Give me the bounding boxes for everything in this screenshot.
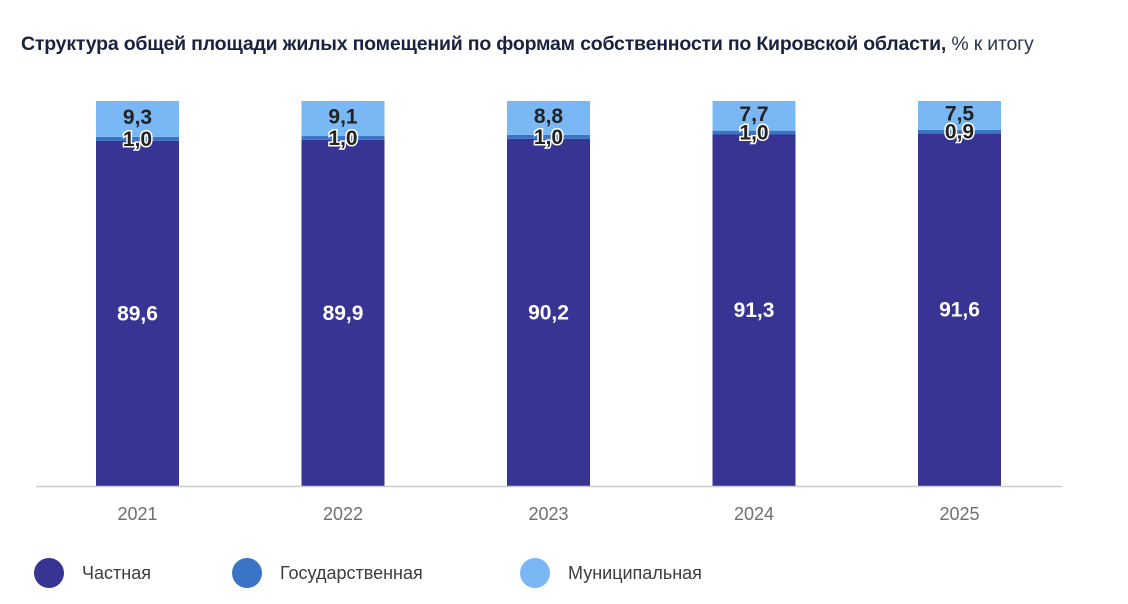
x-tick-label-2021: 2021 [117, 504, 157, 524]
bar-segment-municipal-2021 [96, 101, 179, 137]
bar-segment-state-2025 [918, 129, 1001, 134]
data-label-state-2023: 1,0 [534, 126, 563, 149]
bar-segment-municipal-2023 [507, 101, 590, 135]
legend-item-state: Государственная [232, 558, 423, 588]
data-label-private-2025: 91,6 [939, 299, 980, 322]
legend-swatch-state [232, 558, 262, 588]
bar-segment-private-2025 [918, 133, 1001, 486]
data-label-private-2022: 89,9 [323, 302, 364, 325]
chart-title: Структура общей площади жилых помещений … [21, 32, 1034, 56]
data-label-private-2021: 89,6 [117, 302, 158, 325]
data-label-state-2022: 1,0 [328, 127, 357, 150]
legend: Частная Государственная Муниципальная [0, 558, 1128, 588]
bar-segment-municipal-2025 [918, 101, 1001, 130]
data-label-municipal-2022: 9,1 [328, 106, 358, 129]
data-label-municipal-2023: 8,8 [534, 105, 564, 128]
bar-segment-state-2021 [96, 136, 179, 141]
bar-segment-private-2022 [301, 139, 385, 486]
bar-segment-private-2021 [96, 140, 179, 486]
data-label-state-2025: 0,9 [945, 121, 974, 144]
legend-item-private: Частная [34, 558, 151, 588]
bar-segment-private-2023 [507, 138, 590, 487]
data-label-state-2021: 1,0 [123, 128, 152, 151]
legend-swatch-municipal [520, 558, 550, 588]
bar-segment-private-2024 [712, 134, 796, 486]
bar-segment-state-2024 [712, 130, 796, 135]
legend-swatch-private [34, 558, 64, 588]
legend-label-municipal: Муниципальная [568, 562, 702, 583]
data-label-municipal-2024: 7,7 [739, 103, 768, 126]
x-tick-label-2024: 2024 [734, 504, 774, 524]
legend-label-private: Частная [82, 562, 151, 583]
chart-title-unit: % к итогу [951, 33, 1034, 55]
x-tick-label-2022: 2022 [323, 504, 363, 524]
data-label-state-2024: 1,0 [739, 122, 768, 145]
data-label-private-2024: 91,3 [734, 299, 775, 322]
data-label-municipal-2025: 7,5 [945, 102, 975, 125]
legend-label-state: Государственная [280, 562, 423, 583]
legend-item-municipal: Муниципальная [520, 558, 702, 588]
bar-segment-state-2022 [301, 136, 385, 140]
chart-title-main: Структура общей площади жилых помещений … [21, 33, 947, 55]
bar-segment-municipal-2024 [712, 101, 796, 131]
data-label-private-2023: 90,2 [528, 301, 569, 324]
data-label-municipal-2021: 9,3 [123, 106, 152, 129]
bar-segment-municipal-2022 [301, 101, 385, 137]
bar-segment-state-2023 [507, 134, 590, 139]
x-tick-label-2023: 2023 [528, 504, 568, 524]
x-tick-label-2025: 2025 [939, 504, 979, 524]
